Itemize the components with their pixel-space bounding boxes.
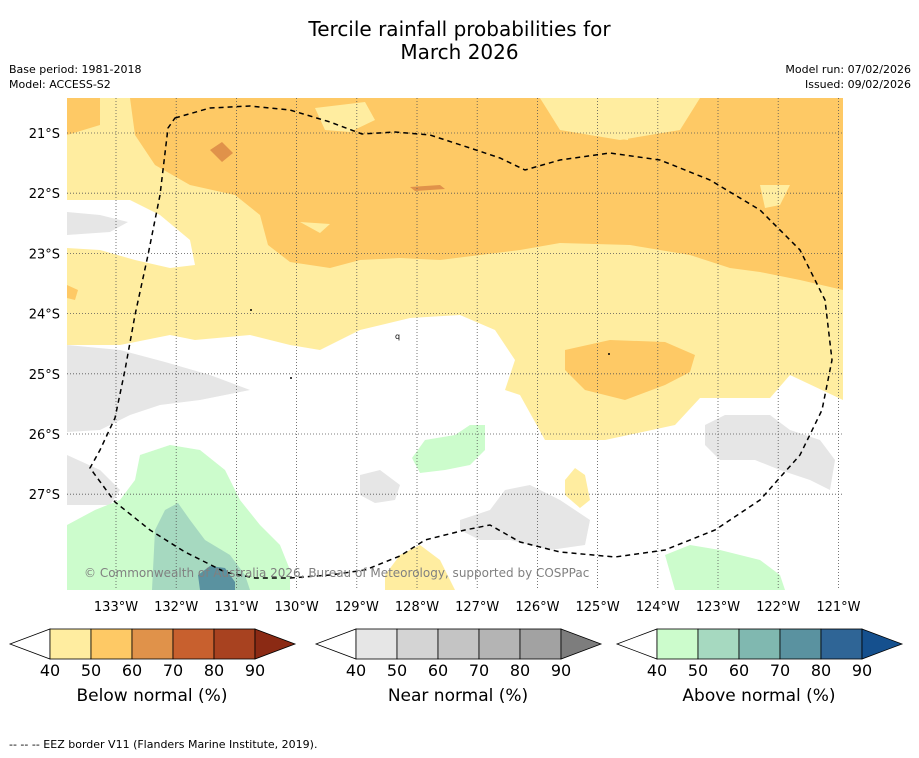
below-40-south bbox=[385, 468, 590, 590]
colorbar-tick: 50 bbox=[688, 661, 708, 680]
near-40-west bbox=[67, 212, 250, 505]
colorbar-tick: 40 bbox=[346, 661, 366, 680]
near-40-east bbox=[705, 415, 835, 490]
base-period: Base period: 1981-2018 bbox=[9, 63, 142, 76]
colorbar-segment bbox=[820, 628, 863, 660]
model-name: Model: ACCESS-S2 bbox=[9, 78, 111, 91]
colorbar-tick: 90 bbox=[245, 661, 265, 680]
colorbar-tick: 70 bbox=[469, 661, 489, 680]
colorbar-tick: 60 bbox=[428, 661, 448, 680]
above-40-south bbox=[665, 545, 785, 590]
lon-labels: 133°W 132°W 131°W 130°W 129°W 128°W 127°W 126°W… bbox=[94, 600, 861, 615]
colorbar-tick: 70 bbox=[163, 661, 183, 680]
colorbar-label-below: Below normal (%) bbox=[76, 686, 228, 706]
island-markers: q bbox=[250, 309, 610, 379]
colorbar-tick: 90 bbox=[551, 661, 571, 680]
colorbar-tick: 60 bbox=[729, 661, 749, 680]
colorbar-extend-left bbox=[615, 628, 658, 660]
colorbar-extend-right bbox=[861, 628, 904, 660]
lon-label: 126°W bbox=[515, 600, 559, 615]
colorbar-segment bbox=[90, 628, 133, 660]
below-50-region bbox=[67, 98, 843, 290]
lat-label: 21°S bbox=[29, 127, 60, 142]
lon-label: 127°W bbox=[455, 600, 499, 615]
colorbar-extend-right bbox=[560, 628, 603, 660]
above-70-region bbox=[198, 566, 235, 590]
gridlines bbox=[67, 98, 843, 590]
colorbar-segment bbox=[779, 628, 822, 660]
lat-label: 27°S bbox=[29, 488, 60, 503]
lon-label: 128°W bbox=[395, 600, 439, 615]
lat-label: 25°S bbox=[29, 368, 60, 383]
colorbar-segment bbox=[355, 628, 398, 660]
colorbar-segment bbox=[519, 628, 562, 660]
lon-label: 125°W bbox=[576, 600, 620, 615]
lat-labels: 21°S 22°S 23°S 24°S 25°S 26°S 27°S bbox=[29, 127, 60, 503]
lon-label: 130°W bbox=[275, 600, 319, 615]
lat-label: 26°S bbox=[29, 428, 60, 443]
below-40-patch bbox=[300, 98, 790, 233]
colorbar-segment bbox=[131, 628, 174, 660]
map-title: Tercile rainfall probabilities for March… bbox=[0, 18, 919, 64]
colorbar-segment bbox=[738, 628, 781, 660]
meta-left: Base period: 1981-2018 Model: ACCESS-S2 bbox=[9, 62, 141, 92]
colorbar-tick: 40 bbox=[40, 661, 60, 680]
eez-border bbox=[89, 105, 833, 579]
lon-label: 122°W bbox=[756, 600, 800, 615]
issued-date: Issued: 09/02/2026 bbox=[804, 78, 911, 91]
colorbar-tick: 80 bbox=[811, 661, 831, 680]
lon-label: 133°W bbox=[94, 600, 138, 615]
colorbar-segment bbox=[213, 628, 256, 660]
lat-label: 22°S bbox=[29, 187, 60, 202]
colorbar-segment bbox=[396, 628, 439, 660]
lat-label: 23°S bbox=[29, 247, 60, 262]
colorbar-above: 40 50 60 70 80 90 bbox=[615, 628, 904, 680]
colorbar-segment bbox=[437, 628, 480, 660]
colorbar-tick: 80 bbox=[510, 661, 530, 680]
colorbar-tick: 50 bbox=[387, 661, 407, 680]
meta-right: Model run: 07/02/2026 Issued: 09/02/2026 bbox=[785, 62, 911, 92]
lon-label: 132°W bbox=[154, 600, 198, 615]
colorbar-extend-right bbox=[254, 628, 297, 660]
model-run: Model run: 07/02/2026 bbox=[785, 63, 911, 76]
colorbars: 40 50 60 70 80 90 40 50 60 70 80 90 40 50 60 70 80 90 bbox=[8, 628, 904, 680]
colorbar-below: 40 50 60 70 80 90 bbox=[8, 628, 297, 680]
title-line-2: March 2026 bbox=[400, 40, 519, 64]
colorbar-tick: 50 bbox=[81, 661, 101, 680]
lon-label: 131°W bbox=[214, 600, 258, 615]
colorbar-extend-left bbox=[8, 628, 51, 660]
lon-label: 129°W bbox=[335, 600, 379, 615]
colorbar-tick: 70 bbox=[770, 661, 790, 680]
title-line-1: Tercile rainfall probabilities for bbox=[308, 17, 611, 41]
svg-text:q: q bbox=[395, 332, 400, 341]
colorbar-label-above: Above normal (%) bbox=[682, 686, 836, 706]
colorbar-near: 40 50 60 70 80 90 bbox=[314, 628, 603, 680]
colorbar-segment bbox=[697, 628, 740, 660]
copyright-text: © Commonwealth of Australia 2026, Bureau… bbox=[84, 566, 589, 580]
map-area: q © Commonwealth of Australia 2026, Bure… bbox=[67, 98, 843, 590]
eez-legend-footer: -- -- -- EEZ border V11 (Flanders Marine… bbox=[9, 738, 318, 751]
colorbar-tick: 60 bbox=[122, 661, 142, 680]
lat-label: 24°S bbox=[29, 308, 60, 323]
colorbar-segment bbox=[172, 628, 215, 660]
lon-label: 123°W bbox=[696, 600, 740, 615]
colorbar-tick: 80 bbox=[204, 661, 224, 680]
above-40-center bbox=[412, 425, 485, 473]
below-50-patch-east bbox=[67, 285, 695, 400]
colorbar-tick: 40 bbox=[647, 661, 667, 680]
colorbar-segment bbox=[656, 628, 699, 660]
colorbar-tick: 90 bbox=[852, 661, 872, 680]
colorbar-segment bbox=[478, 628, 521, 660]
colorbar-extend-left bbox=[314, 628, 357, 660]
lon-label: 121°W bbox=[816, 600, 860, 615]
colorbar-segment bbox=[49, 628, 92, 660]
near-40-mid bbox=[360, 470, 590, 550]
colorbar-label-near: Near normal (%) bbox=[387, 686, 529, 706]
lon-label: 124°W bbox=[636, 600, 680, 615]
